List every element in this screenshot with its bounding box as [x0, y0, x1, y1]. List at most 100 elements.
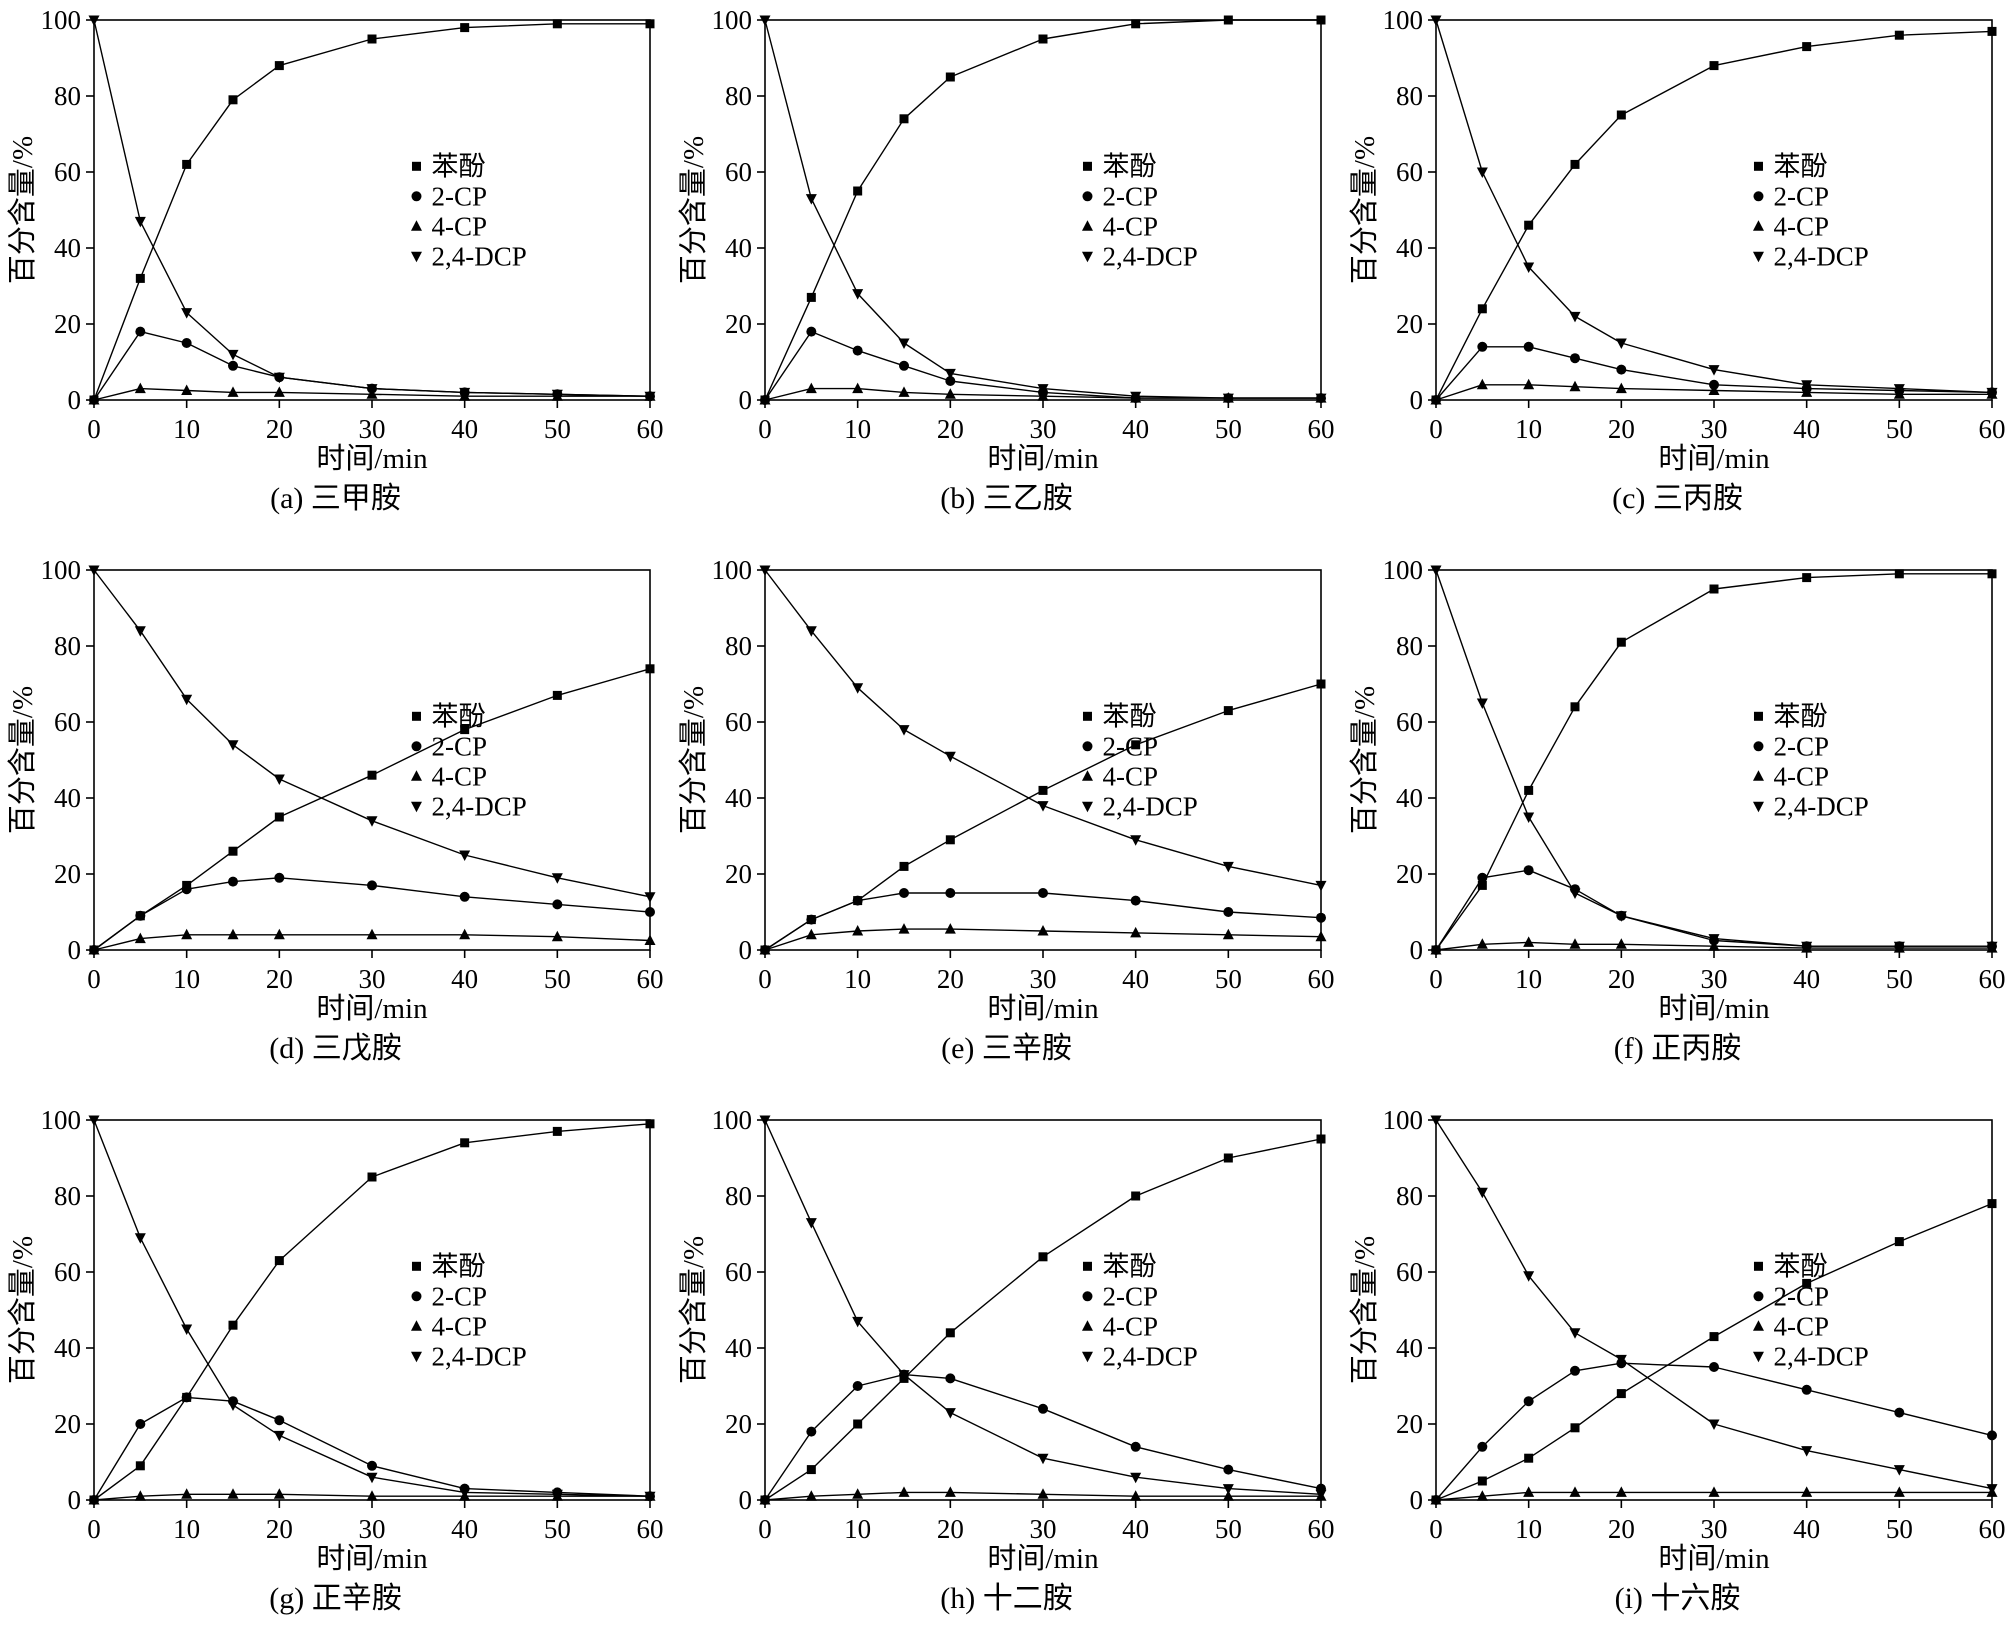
y-tick-label: 80: [54, 631, 81, 661]
x-tick-label: 50: [543, 414, 570, 444]
chart-plot-i: 0 10 20 30 40 50 60 0 20 40 60 80 100 时间/min 百分含量/% 苯酚 2…: [1348, 1104, 2008, 1582]
legend-label: 2-CP: [1102, 181, 1158, 211]
legend-label: 苯酚: [1773, 1251, 1827, 1281]
x-tick-label: 40: [451, 964, 478, 994]
legend-label: 4-CP: [431, 1311, 487, 1341]
chart-b: 0 10 20 30 40 50 60 0 20 40 60 80 100 时间/min 百分含量/% 苯酚 2…: [671, 0, 1342, 550]
y-tick-label: 60: [54, 1257, 81, 1287]
x-axis-label: 时间/min: [1658, 1542, 1770, 1575]
y-tick-label: 0: [67, 1485, 81, 1515]
y-tick-label: 80: [1396, 81, 1423, 111]
y-tick-label: 100: [1382, 5, 1423, 35]
legend-label: 苯酚: [1102, 151, 1156, 181]
y-axis-label: 百分含量/%: [1348, 686, 1381, 834]
legend-label: 2-CP: [1773, 731, 1829, 761]
x-axis-label: 时间/min: [1658, 442, 1770, 475]
x-tick-label: 40: [1122, 964, 1149, 994]
x-tick-label: 20: [1607, 414, 1634, 444]
x-tick-label: 30: [1700, 964, 1727, 994]
x-tick-label: 40: [1793, 1514, 1820, 1544]
chart-caption-d: (d) 三戊胺: [269, 1032, 402, 1065]
x-tick-label: 0: [758, 414, 772, 444]
y-tick-label: 0: [1409, 935, 1423, 965]
y-tick-label: 20: [54, 309, 81, 339]
x-tick-label: 40: [1122, 1514, 1149, 1544]
legend-label: 2,4-DCP: [1773, 241, 1868, 271]
y-tick-label: 100: [40, 1105, 81, 1135]
y-tick-label: 60: [725, 1257, 752, 1287]
legend-label: 2-CP: [1102, 731, 1158, 761]
y-tick-label: 20: [1396, 1409, 1423, 1439]
legend-label: 4-CP: [1102, 211, 1158, 241]
x-tick-label: 0: [758, 964, 772, 994]
legend-label: 苯酚: [1102, 1251, 1156, 1281]
x-tick-label: 0: [1429, 1514, 1443, 1544]
chart-caption-a: (a) 三甲胺: [270, 482, 401, 515]
y-tick-label: 100: [1382, 1105, 1423, 1135]
x-tick-label: 10: [844, 964, 871, 994]
y-tick-label: 20: [54, 859, 81, 889]
x-tick-label: 50: [543, 1514, 570, 1544]
y-tick-label: 0: [738, 935, 752, 965]
x-tick-label: 10: [1515, 1514, 1542, 1544]
chart-c: 0 10 20 30 40 50 60 0 20 40 60 80 100 时间/min 百分含量/% 苯酚 2…: [1342, 0, 2013, 550]
y-tick-label: 0: [67, 385, 81, 415]
chart-plot-f: 0 10 20 30 40 50 60 0 20 40 60 80 100 时间/min 百分含量/% 苯酚 2…: [1348, 554, 2008, 1032]
legend-label: 2-CP: [1773, 181, 1829, 211]
legend-label: 2,4-DCP: [431, 241, 526, 271]
legend-label: 苯酚: [431, 1251, 485, 1281]
chart-plot-c: 0 10 20 30 40 50 60 0 20 40 60 80 100 时间/min 百分含量/% 苯酚 2…: [1348, 4, 2008, 482]
legend-label: 4-CP: [1102, 1311, 1158, 1341]
x-axis-label: 时间/min: [316, 1542, 428, 1575]
y-tick-label: 80: [54, 1181, 81, 1211]
x-tick-label: 30: [358, 1514, 385, 1544]
y-tick-label: 20: [54, 1409, 81, 1439]
x-tick-label: 60: [1307, 1514, 1334, 1544]
y-tick-label: 100: [711, 555, 752, 585]
y-tick-label: 80: [54, 81, 81, 111]
chart-plot-g: 0 10 20 30 40 50 60 0 20 40 60 80 100 时间/min 百分含量/% 苯酚 2…: [6, 1104, 666, 1582]
y-tick-label: 60: [1396, 1257, 1423, 1287]
legend-label: 2-CP: [431, 181, 487, 211]
legend-label: 2-CP: [431, 1281, 487, 1311]
y-tick-label: 0: [1409, 1485, 1423, 1515]
x-tick-label: 10: [173, 414, 200, 444]
x-tick-label: 10: [844, 1514, 871, 1544]
legend-label: 2,4-DCP: [431, 791, 526, 821]
x-tick-label: 50: [543, 964, 570, 994]
x-tick-label: 30: [358, 964, 385, 994]
x-tick-label: 60: [1978, 414, 2005, 444]
chart-e: 0 10 20 30 40 50 60 0 20 40 60 80 100 时间/min 百分含量/% 苯酚 2…: [671, 550, 1342, 1100]
x-tick-label: 30: [1029, 414, 1056, 444]
chart-plot-b: 0 10 20 30 40 50 60 0 20 40 60 80 100 时间/min 百分含量/% 苯酚 2…: [677, 4, 1337, 482]
y-tick-label: 20: [725, 309, 752, 339]
x-tick-label: 40: [1793, 414, 1820, 444]
x-tick-label: 50: [1885, 964, 1912, 994]
x-tick-label: 50: [1214, 964, 1241, 994]
chart-a: 0 10 20 30 40 50 60 0 20 40 60 80 100 时间/min 百分含量/% 苯酚 2…: [0, 0, 671, 550]
y-tick-label: 20: [725, 1409, 752, 1439]
x-tick-label: 40: [1122, 414, 1149, 444]
legend-label: 苯酚: [431, 151, 485, 181]
legend-label: 2,4-DCP: [431, 1341, 526, 1371]
y-tick-label: 20: [725, 859, 752, 889]
y-tick-label: 40: [1396, 233, 1423, 263]
y-tick-label: 40: [1396, 1333, 1423, 1363]
x-tick-label: 20: [265, 414, 292, 444]
legend-label: 4-CP: [1773, 211, 1829, 241]
y-tick-label: 80: [725, 631, 752, 661]
chart-caption-c: (c) 三丙胺: [1612, 482, 1743, 515]
x-tick-label: 10: [1515, 414, 1542, 444]
legend-label: 2-CP: [1102, 1281, 1158, 1311]
legend-label: 4-CP: [1773, 761, 1829, 791]
x-axis-label: 时间/min: [316, 992, 428, 1025]
chart-caption-b: (b) 三乙胺: [940, 482, 1073, 515]
x-tick-label: 0: [87, 964, 101, 994]
y-tick-label: 100: [1382, 555, 1423, 585]
